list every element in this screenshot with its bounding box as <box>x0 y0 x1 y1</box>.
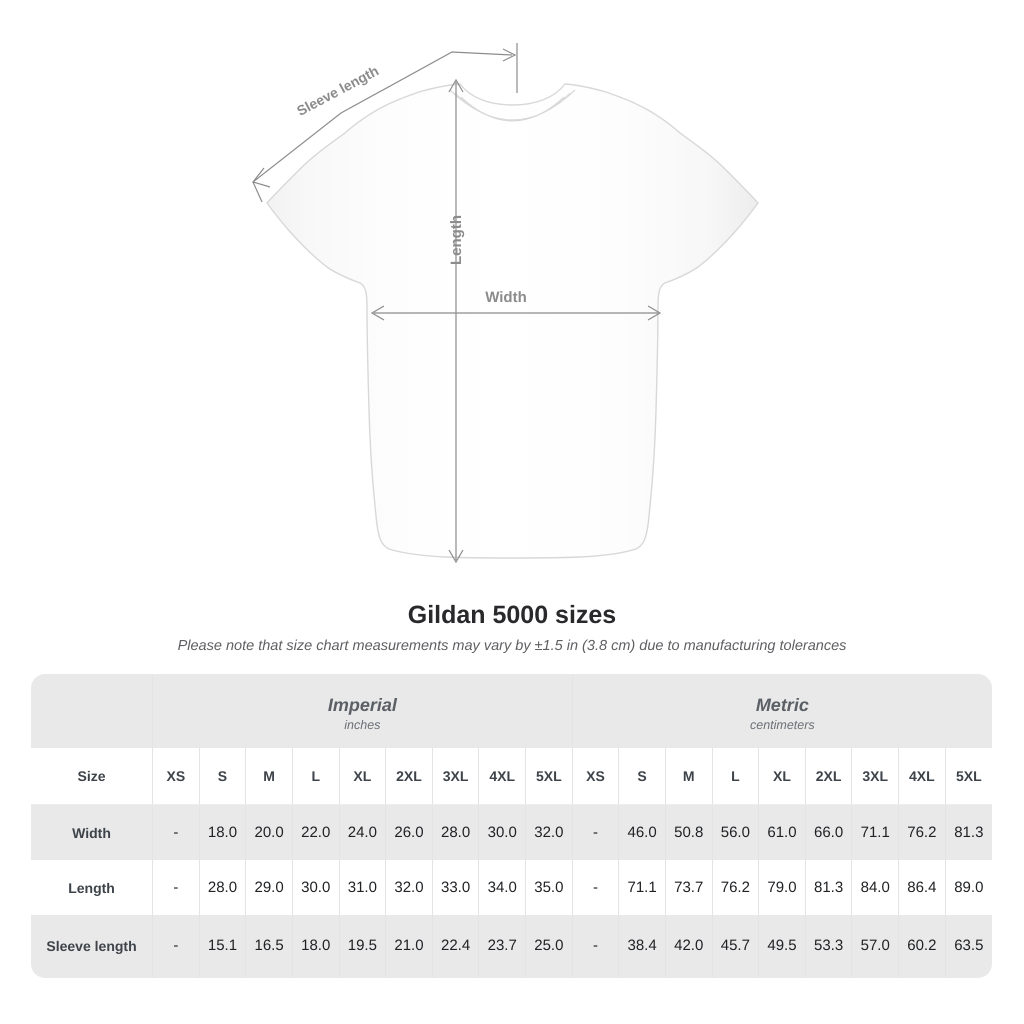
svg-text:Sleeve length: Sleeve length <box>294 62 381 119</box>
svg-text:Length: Length <box>448 215 465 265</box>
svg-text:Width: Width <box>485 289 527 306</box>
